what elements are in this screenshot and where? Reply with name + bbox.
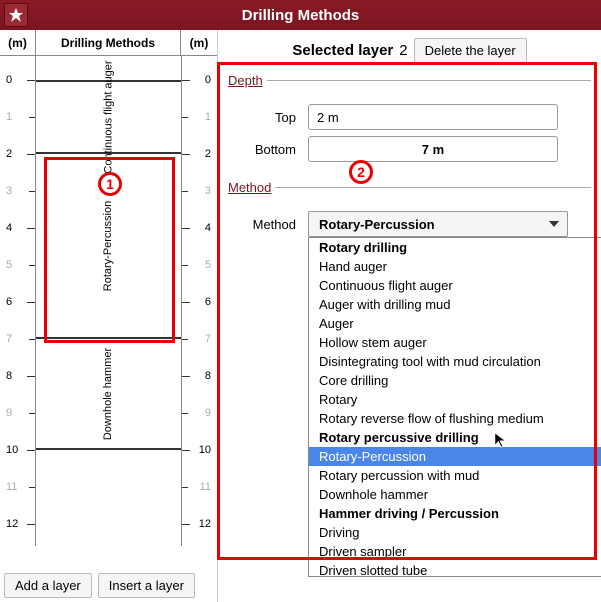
method-option[interactable]: Auger — [309, 314, 601, 333]
layer-block[interactable]: Downhole hammer — [36, 339, 181, 450]
method-option[interactable]: Auger with drilling mud — [309, 295, 601, 314]
method-option[interactable]: Hammer driving / Percussion — [309, 504, 601, 523]
method-legend: Method — [228, 180, 275, 195]
depth-tick-label: 4 — [205, 223, 211, 234]
method-option[interactable]: Hollow stem auger — [309, 333, 601, 352]
method-option[interactable]: Rotary drilling — [309, 238, 601, 257]
depth-tick-label: 0 — [205, 75, 211, 86]
depth-tick-label: 2 — [205, 149, 211, 160]
depth-tick-label: 7 — [6, 334, 12, 345]
depth-tick-label: 4 — [6, 223, 12, 234]
method-option[interactable]: Rotary reverse flow of flushing medium — [309, 409, 601, 428]
method-dropdown[interactable]: Rotary drillingHand augerContinuous flig… — [308, 237, 601, 577]
app-icon — [4, 3, 28, 27]
depth-unit-right: (m) — [181, 30, 217, 55]
method-option[interactable]: Core drilling — [309, 371, 601, 390]
method-select[interactable]: Rotary-Percussion — [308, 211, 568, 237]
bottom-input[interactable] — [308, 136, 558, 162]
method-option[interactable]: Driven slotted tube — [309, 561, 601, 577]
selected-layer-label: Selected layer — [292, 42, 393, 59]
method-option[interactable]: Disintegrating tool with mud circulation — [309, 352, 601, 371]
method-option[interactable]: Rotary — [309, 390, 601, 409]
insert-layer-button[interactable]: Insert a layer — [98, 573, 195, 598]
titlebar: Drilling Methods — [0, 0, 601, 30]
method-option[interactable]: Driving — [309, 523, 601, 542]
depth-tick-label: 5 — [6, 260, 12, 271]
top-label: Top — [228, 110, 308, 125]
depth-tick-label: 5 — [205, 260, 211, 271]
depth-tick-label: 9 — [205, 408, 211, 419]
method-option[interactable]: Rotary percussion with mud — [309, 466, 601, 485]
method-option[interactable]: Hand auger — [309, 257, 601, 276]
layers-column[interactable]: Continuous flight auger Rotary-Percussion… — [36, 56, 181, 546]
layer-label: Downhole hammer — [102, 347, 114, 439]
depth-tick-label: 12 — [6, 519, 18, 530]
depth-tick-label: 6 — [205, 297, 211, 308]
method-option[interactable]: Rotary percussive drilling — [309, 428, 601, 447]
layer-block[interactable]: Continuous flight auger — [36, 80, 181, 154]
method-selected-value: Rotary-Percussion — [319, 217, 435, 232]
depth-tick-label: 2 — [6, 149, 12, 160]
depth-tick-label: 0 — [6, 75, 12, 86]
depth-tick-label: 9 — [6, 408, 12, 419]
depth-scale-left: 0123456789101112 — [0, 56, 36, 546]
depth-tick-label: 3 — [6, 186, 12, 197]
depth-tick-label: 3 — [205, 186, 211, 197]
depth-tick-label: 8 — [205, 371, 211, 382]
depth-tick-label: 6 — [6, 297, 12, 308]
method-label: Method — [228, 217, 308, 232]
depth-tick-label: 11 — [6, 482, 17, 493]
layers-header: Drilling Methods — [36, 30, 181, 55]
method-option[interactable]: Continuous flight auger — [309, 276, 601, 295]
depth-scale-right: 0123456789101112 — [181, 56, 217, 546]
bottom-label: Bottom — [228, 142, 308, 157]
method-option[interactable]: Downhole hammer — [309, 485, 601, 504]
top-input[interactable] — [308, 104, 558, 130]
delete-layer-button[interactable]: Delete the layer — [414, 38, 527, 63]
depth-unit-left: (m) — [0, 30, 36, 55]
depth-tick-label: 12 — [199, 519, 211, 530]
layer-label: Rotary-Percussion — [102, 200, 114, 290]
depth-legend: Depth — [228, 73, 267, 88]
properties-panel: Selected layer 2 Delete the layer Depth … — [218, 30, 601, 602]
depth-tick-label: 1 — [205, 112, 211, 123]
depth-tick-label: 10 — [199, 445, 211, 456]
depth-tick-label: 1 — [6, 112, 12, 123]
chevron-down-icon — [549, 221, 559, 227]
depth-tick-label: 11 — [200, 482, 211, 493]
method-option[interactable]: Rotary-Percussion — [309, 447, 601, 466]
window-title: Drilling Methods — [242, 7, 360, 24]
selected-layer-number: 2 — [399, 42, 407, 59]
layer-block[interactable]: Rotary-Percussion — [36, 154, 181, 339]
depth-tick-label: 10 — [6, 445, 18, 456]
depth-tick-label: 7 — [205, 334, 211, 345]
layers-panel: (m) Drilling Methods (m) 012345678910111… — [0, 30, 218, 602]
method-option[interactable]: Driven sampler — [309, 542, 601, 561]
add-layer-button[interactable]: Add a layer — [4, 573, 92, 598]
depth-tick-label: 8 — [6, 371, 12, 382]
